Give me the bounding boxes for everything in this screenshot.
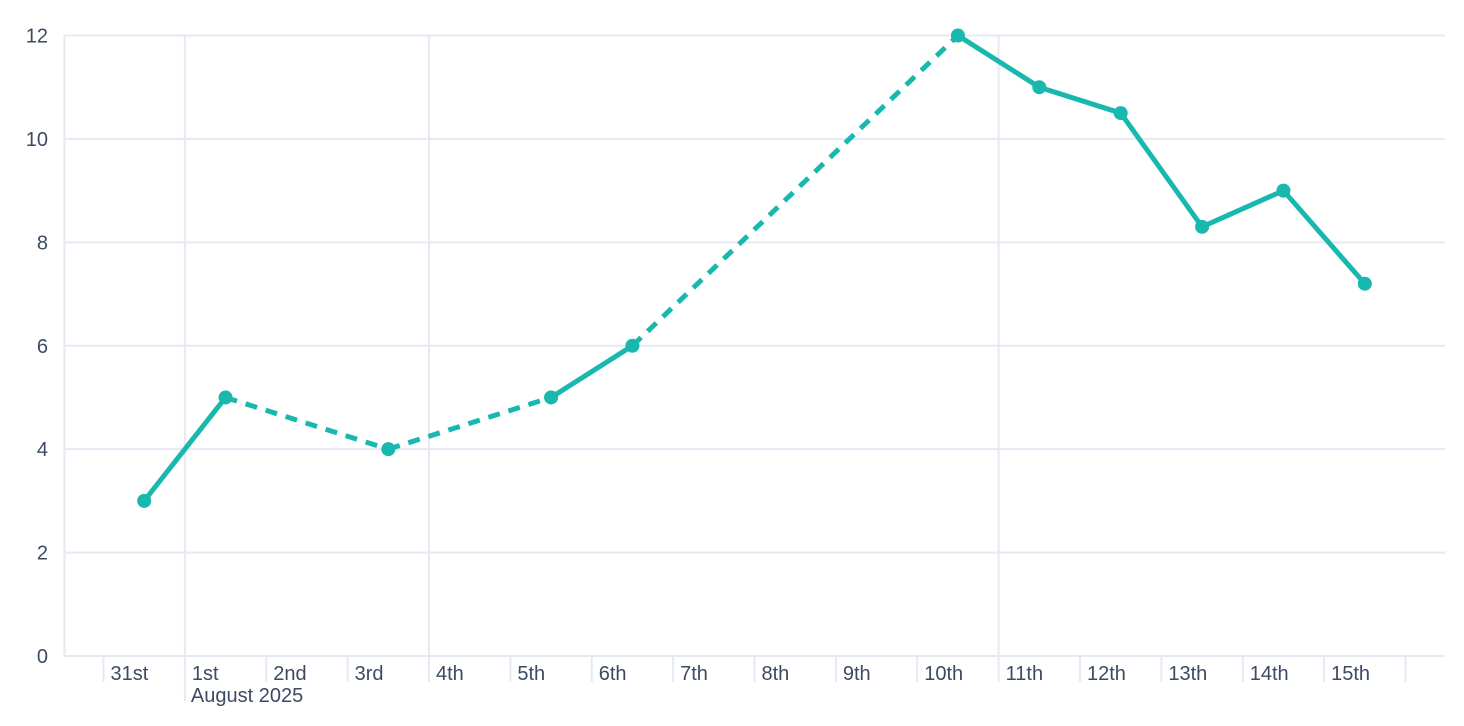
series-segment-solid xyxy=(1280,188,1368,287)
series-segment-dashed xyxy=(630,33,960,348)
data-point-marker[interactable] xyxy=(1276,183,1291,198)
data-point-marker[interactable] xyxy=(1195,219,1210,234)
series-segment-solid xyxy=(548,343,635,400)
data-point-marker[interactable] xyxy=(950,28,965,43)
x-axis-month-label: August 2025 xyxy=(191,685,303,707)
y-axis-tick-label: 6 xyxy=(37,336,48,358)
x-axis-tick-label: 9th xyxy=(843,663,871,685)
x-axis-tick-label: 31st xyxy=(111,663,149,685)
series-segment-solid xyxy=(1036,84,1124,116)
y-axis-tick-label: 0 xyxy=(37,646,48,668)
series-segment-solid xyxy=(1199,188,1286,230)
series-segment-solid xyxy=(1118,110,1205,230)
x-axis-tick-label: 15th xyxy=(1331,663,1370,685)
x-axis-tick-label: 4th xyxy=(436,663,464,685)
data-point-marker[interactable] xyxy=(1357,276,1372,291)
data-point-marker[interactable] xyxy=(1113,106,1128,121)
y-axis-tick-label: 8 xyxy=(37,232,48,254)
x-axis-tick-label: 10th xyxy=(924,663,963,685)
series-segment-solid xyxy=(955,33,1042,90)
x-axis-tick-label: 1st xyxy=(192,663,219,685)
data-point-marker[interactable] xyxy=(137,493,152,508)
x-axis-tick-label: 6th xyxy=(599,663,627,685)
data-point-marker[interactable] xyxy=(625,338,640,353)
data-point-marker[interactable] xyxy=(381,442,396,457)
series-segment-dashed xyxy=(387,395,552,452)
y-axis-tick-label: 4 xyxy=(37,439,48,461)
x-axis-tick-label: 7th xyxy=(680,663,708,685)
x-axis-tick-label: 5th xyxy=(517,663,545,685)
y-axis-tick-label: 12 xyxy=(26,26,48,48)
x-axis-tick-label: 11th xyxy=(1006,663,1043,685)
x-axis-tick-label: 3rd xyxy=(355,663,384,685)
series-segment-solid xyxy=(141,394,229,504)
y-axis-tick-label: 2 xyxy=(37,543,48,565)
x-axis-tick-label: 12th xyxy=(1087,663,1126,685)
y-axis-tick-label: 10 xyxy=(26,129,48,151)
x-axis-tick-label: 14th xyxy=(1250,663,1289,685)
x-axis-tick-label: 8th xyxy=(762,663,790,685)
x-axis-tick-label: 13th xyxy=(1168,663,1207,685)
data-point-marker[interactable] xyxy=(544,390,559,405)
data-point-marker[interactable] xyxy=(1032,80,1047,95)
series-segment-dashed xyxy=(224,395,390,452)
data-point-marker[interactable] xyxy=(218,390,233,405)
x-axis-tick-label: 2nd xyxy=(273,663,306,685)
